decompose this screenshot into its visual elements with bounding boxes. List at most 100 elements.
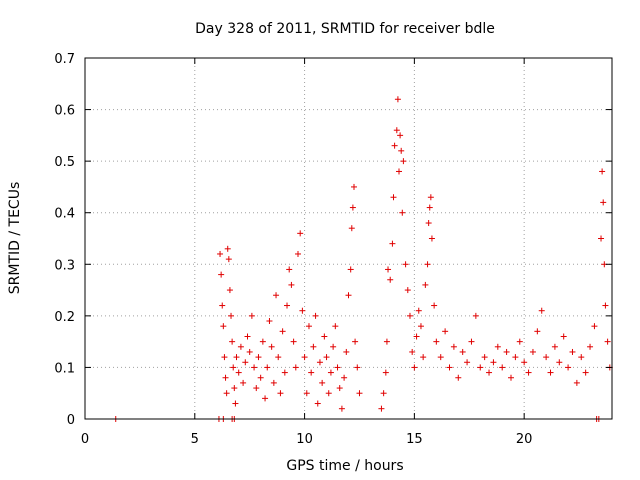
data-point bbox=[352, 338, 359, 345]
data-point bbox=[499, 364, 506, 371]
data-point bbox=[481, 354, 488, 361]
data-point bbox=[356, 390, 363, 397]
data-point bbox=[427, 194, 434, 201]
data-point bbox=[312, 312, 319, 319]
data-point bbox=[450, 343, 457, 350]
data-point bbox=[277, 390, 284, 397]
data-point bbox=[411, 364, 418, 371]
data-point bbox=[220, 323, 227, 330]
data-point bbox=[288, 281, 295, 288]
data-point bbox=[380, 390, 387, 397]
data-point bbox=[582, 369, 589, 376]
data-point bbox=[390, 194, 397, 201]
data-point bbox=[292, 364, 299, 371]
data-point bbox=[308, 369, 315, 376]
data-point bbox=[455, 374, 462, 381]
data-point bbox=[446, 364, 453, 371]
data-point bbox=[433, 338, 440, 345]
data-point bbox=[383, 338, 390, 345]
axis-ticks: 0 0.1 0.2 0.3 0.4 0.5 0.6 0.7 0 5 10 15 20 bbox=[54, 52, 612, 447]
data-point bbox=[275, 354, 282, 361]
data-point bbox=[600, 199, 607, 206]
x-tick-label: 15 bbox=[406, 432, 423, 447]
data-point bbox=[591, 323, 598, 330]
data-point bbox=[417, 323, 424, 330]
data-point bbox=[400, 158, 407, 165]
data-point bbox=[424, 261, 431, 268]
data-point bbox=[251, 364, 258, 371]
data-point bbox=[301, 354, 308, 361]
data-point bbox=[284, 302, 291, 309]
data-point bbox=[244, 333, 251, 340]
data-point bbox=[316, 359, 323, 366]
y-tick-label: 0.7 bbox=[54, 52, 75, 67]
data-point bbox=[494, 343, 501, 350]
data-point bbox=[437, 354, 444, 361]
data-point bbox=[413, 333, 420, 340]
data-point bbox=[231, 385, 238, 392]
data-point bbox=[587, 343, 594, 350]
x-tick-label: 5 bbox=[191, 432, 199, 447]
data-point bbox=[319, 379, 326, 386]
data-point bbox=[556, 359, 563, 366]
data-point bbox=[262, 395, 269, 402]
data-point bbox=[521, 359, 528, 366]
data-point bbox=[314, 400, 321, 407]
data-point bbox=[547, 369, 554, 376]
data-point bbox=[573, 379, 580, 386]
data-point bbox=[503, 348, 510, 355]
data-point bbox=[397, 132, 404, 139]
data-point bbox=[266, 318, 273, 325]
data-point bbox=[406, 312, 413, 319]
data-point bbox=[507, 374, 514, 381]
data-point bbox=[464, 359, 471, 366]
y-tick-label: 0 bbox=[67, 413, 75, 428]
data-point bbox=[598, 235, 605, 242]
data-point bbox=[345, 292, 352, 299]
data-point bbox=[347, 266, 354, 273]
data-point bbox=[343, 348, 350, 355]
data-point bbox=[538, 307, 545, 314]
data-point bbox=[248, 312, 255, 319]
data-point bbox=[391, 142, 398, 149]
y-tick-label: 0.2 bbox=[54, 310, 75, 325]
data-point bbox=[237, 343, 244, 350]
data-point bbox=[472, 312, 479, 319]
data-point bbox=[428, 235, 435, 242]
data-point bbox=[426, 204, 433, 211]
data-point bbox=[560, 333, 567, 340]
data-point bbox=[321, 333, 328, 340]
data-point bbox=[382, 369, 389, 376]
data-point bbox=[420, 354, 427, 361]
data-point bbox=[218, 271, 225, 278]
data-point bbox=[459, 348, 466, 355]
data-point bbox=[409, 348, 416, 355]
data-point bbox=[233, 354, 240, 361]
data-point bbox=[350, 183, 357, 190]
data-point bbox=[279, 328, 286, 335]
data-point bbox=[253, 385, 260, 392]
data-point bbox=[257, 374, 264, 381]
data-point bbox=[442, 328, 449, 335]
data-point bbox=[235, 369, 242, 376]
y-tick-label: 0.5 bbox=[54, 155, 75, 170]
data-point bbox=[486, 369, 493, 376]
data-point bbox=[425, 220, 432, 227]
data-point bbox=[334, 364, 341, 371]
data-point bbox=[490, 359, 497, 366]
data-point bbox=[468, 338, 475, 345]
y-tick-label: 0.6 bbox=[54, 104, 75, 119]
data-point bbox=[431, 302, 438, 309]
data-point bbox=[223, 390, 230, 397]
x-tick-label: 0 bbox=[81, 432, 89, 447]
data-point bbox=[338, 405, 345, 412]
data-point bbox=[229, 338, 236, 345]
data-point bbox=[259, 338, 266, 345]
data-point bbox=[389, 240, 396, 247]
y-axis-label: SRMTID / TECUs bbox=[7, 182, 23, 295]
data-point bbox=[404, 287, 411, 294]
y-tick-label: 0.4 bbox=[54, 207, 75, 222]
data-point bbox=[378, 405, 385, 412]
data-point bbox=[396, 168, 403, 175]
data-point bbox=[402, 261, 409, 268]
